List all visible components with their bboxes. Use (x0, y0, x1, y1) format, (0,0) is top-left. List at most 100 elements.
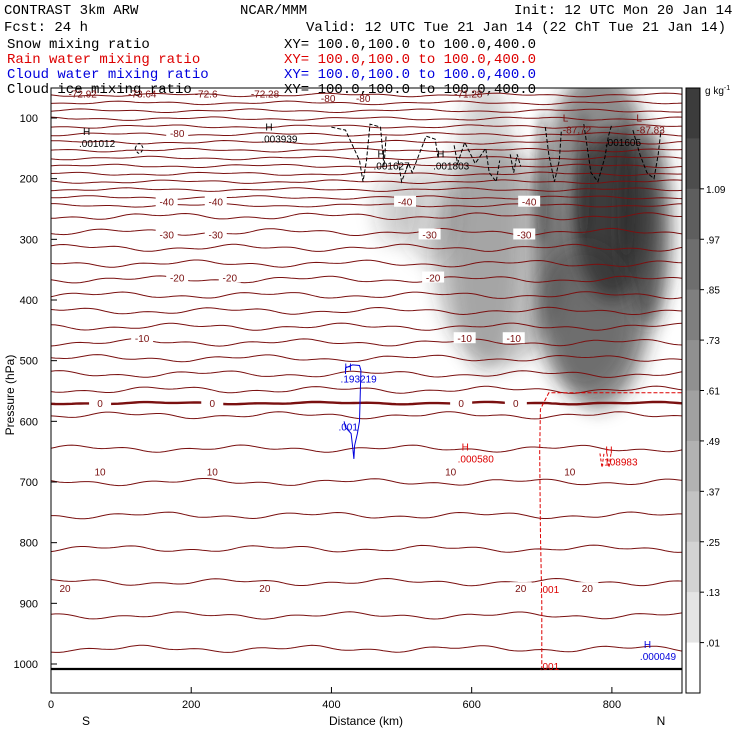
y-tick-label: 900 (20, 598, 38, 610)
x-tick-label: 400 (322, 699, 340, 711)
x-tick-label: 200 (182, 699, 200, 711)
cloud-water-contours (343, 364, 362, 459)
rain-water-contours (539, 392, 682, 671)
low-value: -87.83 (636, 125, 665, 136)
isotherm-line (51, 147, 682, 153)
isotherm-line (51, 611, 682, 620)
isotherm-label: -10 (457, 334, 472, 345)
x-tick-label: 0 (48, 699, 54, 711)
colorbar-label: .49 (706, 437, 720, 448)
isotherm-label: 10 (95, 468, 107, 479)
snow-mixing-ratio-shading (373, 88, 672, 410)
colorbar-label: .25 (706, 538, 720, 549)
isotherm-label: 20 (259, 584, 271, 595)
colorbar-label: .13 (706, 588, 720, 599)
colorbar-label: .37 (706, 487, 720, 498)
isotherm-line (51, 291, 682, 300)
isotherm-label-bg (450, 397, 473, 409)
isotherm-label-bg (155, 195, 178, 207)
colorbar-unit: g kg-1 (705, 85, 730, 97)
isotherm-label: -20 (426, 274, 441, 285)
colorbar-swatch (686, 592, 700, 644)
snow-shade-blob (373, 172, 416, 246)
isotherm-line (51, 511, 682, 520)
contour-value-label: .001 (540, 585, 560, 596)
institution-label: NCAR/MMM (240, 3, 307, 19)
plot-area: -80 -40 -40 -40 -40 -30 -30 -30 -30 -20 -20 -20 -10 -… (51, 88, 682, 673)
colorbar-swatch (686, 188, 700, 240)
isotherm-label: 20 (59, 584, 71, 595)
isotherm-line (51, 132, 682, 137)
colorbar-label: 1.09 (706, 185, 726, 196)
isotherm-line (51, 338, 682, 347)
isotherm-label-bg (155, 228, 178, 240)
isotherm-line (51, 354, 682, 363)
cloud-ice-contour (544, 127, 562, 182)
isotherm-label-bg (166, 127, 189, 139)
cloud-ice-contour (453, 140, 501, 183)
isotherm-line (51, 400, 682, 406)
x-tick-label: 600 (462, 699, 480, 711)
isotherm-label: -30 (159, 230, 174, 241)
isotherm-line (51, 179, 682, 185)
y-tick-label: 500 (20, 356, 38, 368)
isotherm-label-bg (502, 332, 525, 344)
snow-shade-blob (622, 130, 672, 325)
top-temperature-label: -71.28 (454, 89, 483, 100)
isotherm-label: 0 (97, 399, 103, 410)
isotherm-line (51, 243, 682, 252)
extremum-value: .193219 (341, 375, 378, 386)
isotherm-label-bg (513, 228, 536, 240)
isotherm-line (51, 100, 682, 106)
valid-time: Valid: 12 UTC Tue 21 Jan 14 (22 ChT Tue … (306, 20, 726, 36)
y-tick-label: 200 (20, 174, 38, 186)
extremum-value: .001605 (605, 138, 642, 149)
y-tick-label: 100 (20, 113, 38, 125)
field-cloudwater-xy: XY= 100.0,100.0 to 100.0,400.0 (284, 67, 536, 83)
colorbar-swatch (686, 541, 700, 593)
y-tick-label: 400 (20, 295, 38, 307)
extremum-value: .001012 (79, 139, 116, 150)
isotherm-label: -80 (170, 129, 185, 140)
low-letter: L (563, 113, 569, 124)
isotherm-label-bg (218, 271, 241, 283)
colorbar-swatch (686, 239, 700, 291)
colorbar-swatch (686, 340, 700, 391)
snow-shade-streak (619, 111, 632, 258)
isotherm-label-bg (509, 582, 532, 594)
y-axis: 100 200 300 400 500 600 700 800 900 1000 (14, 113, 57, 671)
extremum-letter: H (605, 446, 612, 457)
isotherm-line (51, 322, 682, 331)
y-tick-label: 1000 (14, 659, 38, 671)
colorbar-swatch (686, 491, 700, 543)
isotherm-label-bg (439, 465, 462, 477)
top-temperature-label: -72.6 (195, 89, 218, 100)
colorbar-swatch (686, 289, 700, 341)
top-temperature-labels: -72.92 -73.64 -72.6 -72.28 -80 -80 -71.28 (69, 89, 483, 105)
isotherm-label: 0 (513, 399, 519, 410)
isotherm-line (51, 544, 682, 553)
x-axis-end-left: S (82, 714, 90, 728)
isotherm-label-bg (204, 195, 227, 207)
isotherm-label-bg (422, 271, 445, 283)
extremum-value: .108983 (601, 458, 638, 469)
colorbar: .01 .13 .25 .37 .49 .61 .73 .85 .97 1.09 (685, 87, 726, 694)
extremum-letter: H (83, 127, 90, 138)
isotherm-line (51, 275, 682, 284)
x-axis-end-right: N (657, 714, 666, 728)
isotherm-line (51, 108, 682, 114)
isotherm-line (51, 139, 682, 145)
extremum-letter: H (265, 122, 272, 133)
isotherm-label-bg (54, 582, 77, 594)
top-temperature-label: -72.92 (69, 89, 98, 100)
snow-shade-streak (535, 111, 548, 246)
x-axis: 0 200 400 600 800 (48, 687, 621, 711)
isotherm-label-bg (131, 332, 154, 344)
isotherm-label: 20 (582, 584, 594, 595)
colorbar-swatch (686, 642, 700, 694)
isotherm-line (51, 92, 682, 98)
isotherm-line (51, 444, 682, 453)
isotherm-label-bg (253, 582, 276, 594)
cloud-ice-contour (397, 135, 439, 184)
extremum-value: .003939 (261, 134, 298, 145)
